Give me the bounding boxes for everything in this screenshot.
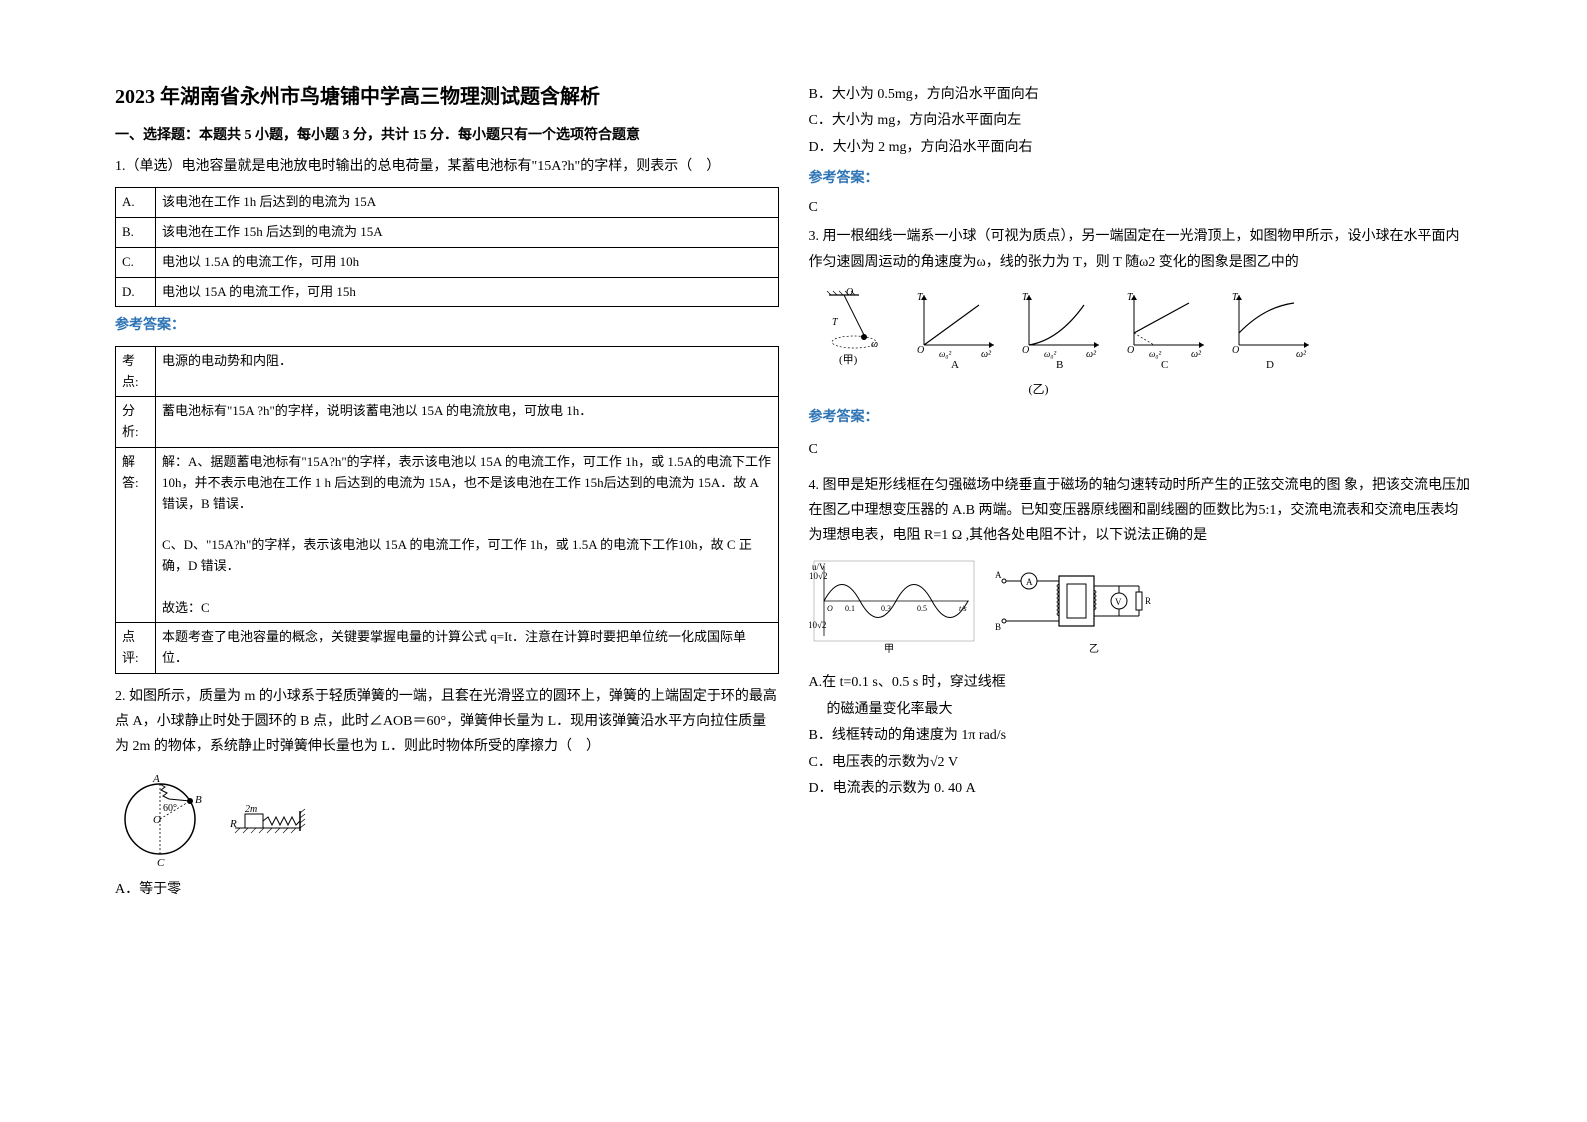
svg-text:10√2: 10√2 [809,571,827,581]
svg-text:ω₀²: ω₀² [1044,349,1056,359]
svg-text:V: V [1115,597,1122,607]
svg-text:乙: 乙 [1089,643,1099,655]
svg-text:ω²: ω² [1086,349,1097,360]
q3-stem: 3. 用一根细线一端系一小球（可视为质点），另一端固定在一光滑顶上，如图物甲所示… [809,224,1473,274]
q2-option-b: B．大小为 0.5mg，方向沿水平面向右 [809,84,1473,106]
question-2: 2. 如图所示，质量为 m 的小球系于轻质弹簧的一端，且套在光滑竖立的圆环上，弹… [115,684,779,902]
q3-fig-b: T ω² O ω₀² B [1014,285,1109,370]
q3-answer: C [809,437,1473,462]
q4-option-d: D．电流表的示数为 0. 40 A [809,778,1473,800]
option-label: A. [116,188,156,218]
q2-option-a: A．等于零 [115,879,779,901]
svg-text:ω²: ω² [981,349,992,360]
analysis-label: 解答: [116,447,156,622]
table-row: D. 电池以 15A 的电流工作，可用 15h [116,277,779,307]
q1-options-table: A. 该电池在工作 1h 后达到的电流为 15A B. 该电池在工作 15h 后… [115,187,779,307]
option-text: 电池以 1.5A 的电流工作，可用 10h [156,247,779,277]
svg-text:A: A [995,570,1002,580]
q4-option-a2: 的磁通量变化率最大 [809,699,1473,721]
q3-fig-d: T ω² O D [1224,285,1319,370]
svg-text:ω: ω [871,339,878,350]
svg-text:ω²: ω² [1191,349,1202,360]
svg-text:-10√2: -10√2 [809,620,826,630]
question-3: 3. 用一根细线一端系一小球（可视为质点），另一端固定在一光滑顶上，如图物甲所示… [809,224,1473,462]
q4-option-b: B．线框转动的角速度为 1π rad/s [809,725,1473,747]
q2-option-d: D．大小为 2 mg，方向沿水平面向右 [809,137,1473,159]
q4-figure: u/V 10√2 -10√2 O 0.1 0.3 0.5 t/s 甲 A B A [809,556,1473,664]
svg-text:O: O [917,345,924,356]
q2-stem: 2. 如图所示，质量为 m 的小球系于轻质弹簧的一端，且套在光滑竖立的圆环上，弹… [115,684,779,760]
ref-answer-label: 参考答案： [809,167,1473,187]
table-row: 解答: 解：A、据题蓄电池标有"15A?h"的字样，表示该电池以 15A 的电流… [116,447,779,622]
q3-fig-a: T ω² O ω₀² A [909,285,1004,370]
svg-text:0.3: 0.3 [881,604,891,613]
svg-text:0.5: 0.5 [917,604,927,613]
q2-diagram-svg: O A B 60° C R 2m [115,769,345,869]
svg-text:A: A [1026,577,1033,587]
ref-answer-label: 参考答案： [809,407,1473,429]
svg-text:ω₀²: ω₀² [939,349,951,359]
q1-stem: 1.（单选）电池容量就是电池放电时输出的总电荷量，某蓄电池标有"15A?h"的字… [115,154,779,179]
svg-text:B: B [195,794,202,806]
svg-text:ω²: ω² [1296,349,1307,360]
q2-figure: O A B 60° C R 2m [115,769,779,869]
svg-text:T: T [832,317,839,328]
svg-text:0.1: 0.1 [845,604,855,613]
ref-answer-label: 参考答案： [115,315,779,337]
question-4: 4. 图甲是矩形线框在匀强磁场中绕垂直于磁场的轴匀速转动时所产生的正弦交流电的图… [809,473,1473,801]
question-1: 1.（单选）电池容量就是电池放电时输出的总电荷量，某蓄电池标有"15A?h"的字… [115,154,779,674]
svg-text:O: O [1022,345,1029,356]
analysis-text: 蓄电池标有"15A ?h"的字样，说明该蓄电池以 15A 的电流放电，可放电 1… [156,397,779,448]
page-title: 2023 年湖南省永州市鸟塘铺中学高三物理测试题含解析 [115,80,779,109]
q3-fig-c: T ω² O ω₀² C [1119,285,1214,370]
analysis-text: 本题考查了电池容量的概念，关键要掌握电量的计算公式 q=It．注意在计算时要把单… [156,623,779,674]
table-row: 点评: 本题考查了电池容量的概念，关键要掌握电量的计算公式 q=It．注意在计算… [116,623,779,674]
svg-text:60°: 60° [163,803,177,814]
svg-text:O: O [1232,345,1239,356]
svg-text:A: A [951,359,959,370]
q3-yi-label: (乙) [1029,380,1473,399]
analysis-text: 电源的电动势和内阻． [156,346,779,397]
analysis-label: 考点: [116,346,156,397]
svg-text:(甲): (甲) [839,354,858,366]
analysis-text: 解：A、据题蓄电池标有"15A?h"的字样，表示该电池以 15A 的电流工作，可… [156,447,779,622]
option-text: 电池以 15A 的电流工作，可用 15h [156,277,779,307]
option-label: B. [116,217,156,247]
q2-answer: C [809,195,1473,220]
left-column: 2023 年湖南省永州市鸟塘铺中学高三物理测试题含解析 一、选择题：本题共 5 … [100,80,794,1042]
svg-text:甲: 甲 [884,644,894,655]
svg-text:2m: 2m [245,804,257,815]
q4-option-a: A.在 t=0.1 s、0.5 s 时，穿过线框 [809,672,1473,694]
option-text: 该电池在工作 1h 后达到的电流为 15A [156,188,779,218]
q4-option-c: C．电压表的示数为√2 V [809,752,1473,774]
analysis-label: 点评: [116,623,156,674]
option-label: D. [116,277,156,307]
q1-analysis-table: 考点: 电源的电动势和内阻． 分析: 蓄电池标有"15A ?h"的字样，说明该蓄… [115,346,779,674]
q3-figures: O T ω (甲) T ω² O [809,285,1473,370]
svg-text:C: C [1161,359,1168,370]
svg-text:A: A [152,773,160,785]
table-row: 分析: 蓄电池标有"15A ?h"的字样，说明该蓄电池以 15A 的电流放电，可… [116,397,779,448]
right-column: B．大小为 0.5mg，方向沿水平面向右 C．大小为 mg，方向沿水平面向左 D… [794,80,1488,1042]
q2-option-c: C．大小为 mg，方向沿水平面向左 [809,110,1473,132]
svg-text:D: D [1266,359,1274,370]
table-row: B. 该电池在工作 15h 后达到的电流为 15A [116,217,779,247]
svg-text:O: O [827,604,833,613]
svg-text:C: C [157,857,165,869]
svg-text:O: O [1127,345,1134,356]
svg-text:R: R [1145,596,1151,606]
svg-text:B: B [995,622,1001,632]
option-label: C. [116,247,156,277]
svg-text:B: B [1056,359,1063,370]
analysis-label: 分析: [116,397,156,448]
section-header: 一、选择题：本题共 5 小题，每小题 3 分，共计 15 分．每小题只有一个选项… [115,124,779,144]
option-text: 该电池在工作 15h 后达到的电流为 15A [156,217,779,247]
table-row: A. 该电池在工作 1h 后达到的电流为 15A [116,188,779,218]
table-row: 考点: 电源的电动势和内阻． [116,346,779,397]
table-row: C. 电池以 1.5A 的电流工作，可用 10h [116,247,779,277]
q4-stem: 4. 图甲是矩形线框在匀强磁场中绕垂直于磁场的轴匀速转动时所产生的正弦交流电的图… [809,473,1473,549]
svg-text:ω₀²: ω₀² [1149,349,1161,359]
q4-diagram-svg: u/V 10√2 -10√2 O 0.1 0.3 0.5 t/s 甲 A B A [809,556,1189,656]
q3-fig-jia: O T ω (甲) [809,285,899,370]
